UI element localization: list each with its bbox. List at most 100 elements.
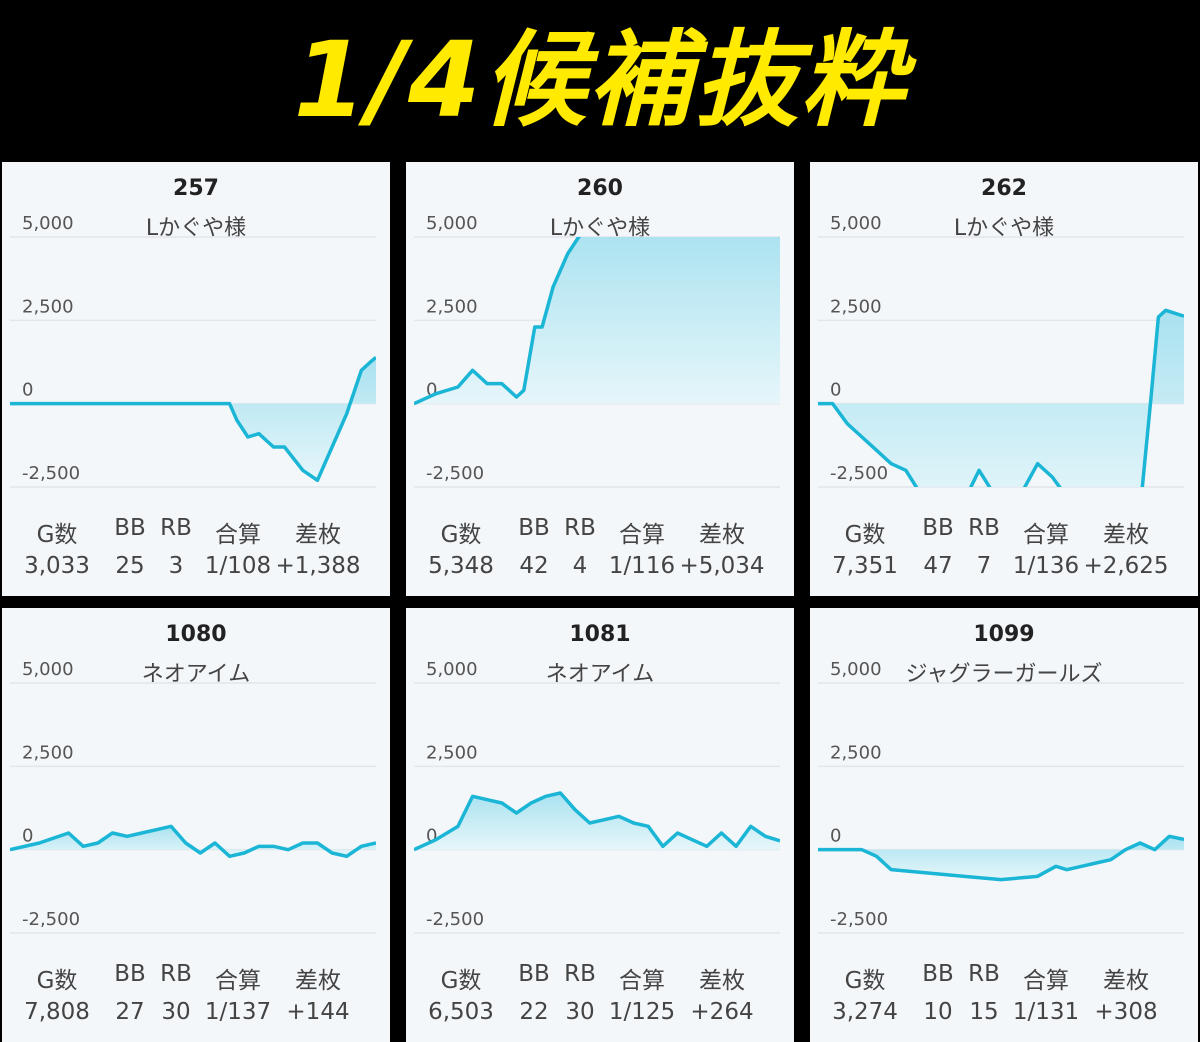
series-line (10, 356, 376, 483)
series-area (818, 836, 1184, 880)
chart-svg: 5,000 2,500 0 -2,500 (818, 213, 1184, 488)
y-tick-label: 0 (22, 380, 33, 401)
stat-value: 10 (923, 999, 953, 1025)
machine-number: 262 (981, 176, 1027, 201)
chart-svg: 5,000 2,500 0 -2,500 (10, 213, 376, 488)
stat-header: 合算 (1023, 968, 1069, 994)
series-area (414, 237, 780, 404)
stat-header: RB (564, 515, 596, 541)
series-line (414, 237, 780, 406)
stat-value: 42 (519, 553, 549, 579)
y-tick-label: 5,000 (22, 213, 74, 234)
stat-header: RB (564, 961, 596, 987)
stat-header: G数 (440, 522, 482, 548)
stat-header: 合算 (215, 522, 261, 548)
stat-header: BB (922, 961, 954, 987)
stat-header: 差枚 (699, 968, 745, 994)
y-tick-label: 0 (830, 380, 841, 401)
stat-header: RB (160, 961, 192, 987)
stat-value: 7,808 (24, 999, 90, 1025)
machine-number: 257 (173, 176, 219, 201)
stat-header: RB (968, 961, 1000, 987)
series-line (818, 308, 1184, 487)
machine-number: 1081 (569, 622, 631, 647)
chart-svg: 5,000 2,500 0 -2,500 (10, 659, 376, 934)
series-line (414, 791, 780, 852)
stat-header: 合算 (619, 522, 665, 548)
stat-header: G数 (844, 522, 886, 548)
stat-value: 1/137 (204, 999, 272, 1025)
stat-header: 差枚 (699, 522, 745, 548)
stat-value: 3,033 (24, 553, 90, 579)
machine-number: 1080 (165, 622, 227, 647)
series-area (10, 826, 376, 857)
series-area (818, 310, 1184, 487)
stat-value: 25 (115, 553, 145, 579)
stat-header: 差枚 (1103, 968, 1149, 994)
chart-svg: 5,000 2,500 0 -2,500 (818, 659, 1184, 934)
y-tick-label: -2,500 (22, 909, 80, 930)
stat-value: 27 (115, 999, 145, 1025)
chart-svg: 5,000 2,500 0 -2,500 (414, 659, 780, 934)
stat-value: +1,388 (275, 553, 361, 579)
series-area (10, 357, 376, 481)
stat-value: +5,034 (679, 553, 765, 579)
y-tick-label: 5,000 (426, 659, 478, 680)
y-tick-label: -2,500 (22, 463, 80, 484)
stat-value: 1/125 (608, 999, 676, 1025)
stat-value: 6,503 (428, 999, 494, 1025)
stat-header: BB (114, 515, 146, 541)
y-tick-label: 0 (22, 826, 33, 847)
stat-value: 30 (161, 999, 191, 1025)
y-tick-label: -2,500 (830, 909, 888, 930)
chart-card: 257 Lかぐや様 5,000 2,500 0 -2,500 G数 BB RB 合算 差枚 3,033… (2, 162, 390, 596)
machine-number: 260 (577, 176, 623, 201)
chart-svg: 5,000 2,500 0 -2,500 (414, 213, 780, 488)
stat-header: 差枚 (295, 968, 341, 994)
stat-header: 差枚 (295, 522, 341, 548)
y-tick-label: 5,000 (22, 659, 74, 680)
stat-value: 3 (168, 553, 184, 579)
stat-header: RB (160, 515, 192, 541)
chart-card: 1099 ジャグラーガールズ 5,000 2,500 0 -2,500 G数 BB RB 合算 差枚… (810, 608, 1198, 1042)
stat-header: RB (968, 515, 1000, 541)
y-tick-label: 0 (426, 826, 437, 847)
stat-header: BB (922, 515, 954, 541)
y-tick-label: 2,500 (22, 742, 74, 763)
machine-number: 1099 (973, 622, 1035, 647)
y-tick-label: 2,500 (426, 742, 478, 763)
stat-header: BB (518, 961, 550, 987)
stat-value: 1/131 (1012, 999, 1080, 1025)
stat-value: 15 (969, 999, 999, 1025)
banner: 1/4候補抜粋 (0, 0, 1200, 160)
y-tick-label: 2,500 (22, 296, 74, 317)
stat-value: +264 (690, 999, 754, 1025)
stat-value: 47 (923, 553, 953, 579)
chart-card: 260 Lかぐや様 5,000 2,500 0 -2,500 G数 BB RB 合算 差枚 5,348… (406, 162, 794, 596)
stat-header: G数 (844, 968, 886, 994)
stat-header: G数 (36, 968, 78, 994)
chart-card: 1081 ネオアイム 5,000 2,500 0 -2,500 G数 BB RB 合算 差枚 6,50… (406, 608, 794, 1042)
series-line (818, 834, 1184, 882)
stat-value: 4 (572, 553, 588, 579)
banner-title: 1/4候補抜粋 (293, 19, 907, 141)
stat-header: 合算 (619, 968, 665, 994)
y-tick-label: -2,500 (830, 463, 888, 484)
stat-value: +308 (1094, 999, 1158, 1025)
series-line (10, 824, 376, 859)
stat-value: 22 (519, 999, 549, 1025)
stat-value: 5,348 (428, 553, 494, 579)
y-tick-label: 5,000 (830, 659, 882, 680)
y-tick-label: -2,500 (426, 909, 484, 930)
y-tick-label: -2,500 (426, 463, 484, 484)
y-tick-label: 2,500 (830, 742, 882, 763)
y-tick-label: 2,500 (426, 296, 478, 317)
stat-value: +144 (286, 999, 350, 1025)
stat-header: G数 (440, 968, 482, 994)
stat-header: 合算 (215, 968, 261, 994)
stat-header: BB (114, 961, 146, 987)
y-tick-label: 0 (830, 826, 841, 847)
stat-header: 差枚 (1103, 522, 1149, 548)
stat-value: 3,274 (832, 999, 898, 1025)
stat-value: 1/116 (608, 553, 676, 579)
